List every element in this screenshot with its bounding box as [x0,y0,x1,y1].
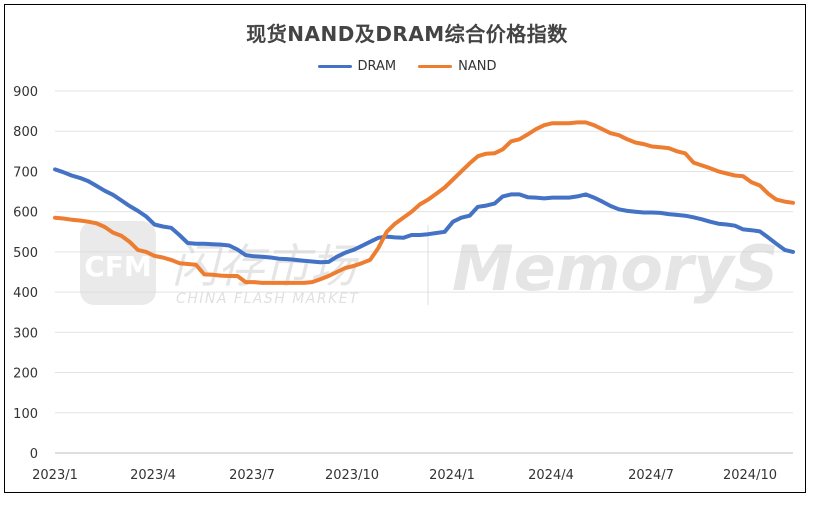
chart-legend: DRAM NAND [0,59,814,74]
x-tick-label: 2023/4 [130,468,176,483]
watermark-logo-text: CFM [84,250,152,283]
x-axis-ticks: 2023/1 2023/4 2023/7 2023/10 2024/1 2024/4 202… [32,468,777,483]
y-tick-label: 400 [13,286,38,301]
y-tick-label: 300 [13,326,38,341]
legend-item-nand: NAND [418,59,497,74]
watermark-logo-box [80,221,156,305]
x-tick-label: 2024/4 [528,468,574,483]
y-axis-ticks: 0 100 200 300 400 500 600 700 800 900 [13,85,38,462]
x-tick-label: 2024/1 [429,468,475,483]
y-tick-label: 500 [13,246,38,261]
gridlines [55,90,793,454]
legend-item-dram: DRAM [317,59,397,74]
x-tick-label: 2024/7 [628,468,674,483]
watermark-en-text: CHINA FLASH MARKET [176,291,359,307]
legend-label-nand: NAND [458,59,497,74]
y-tick-label: 100 [13,407,38,422]
x-tick-label: 2023/10 [325,468,379,483]
x-tick-label: 2024/10 [723,468,777,483]
series-line-nand [53,120,795,285]
x-tick-label: 2023/7 [229,468,275,483]
legend-swatch-dram [317,65,352,68]
legend-label-dram: DRAM [357,59,397,74]
series-line-dram [53,167,795,265]
y-tick-label: 200 [13,367,38,382]
series-lines [53,120,795,285]
y-tick-label: 800 [13,125,38,140]
watermark: CFM 闪存市场 CHINA FLASH MARKET MemoryS [80,221,779,307]
y-tick-label: 900 [13,85,38,100]
legend-swatch-nand [418,65,453,68]
y-tick-label: 600 [13,206,38,221]
watermark-brand-text: MemoryS [452,232,779,305]
x-tick-label: 2023/1 [32,468,78,483]
y-tick-label: 700 [13,165,38,180]
chart-title: 现货NAND及DRAM综合价格指数 [246,22,568,46]
y-tick-label: 0 [30,447,38,462]
